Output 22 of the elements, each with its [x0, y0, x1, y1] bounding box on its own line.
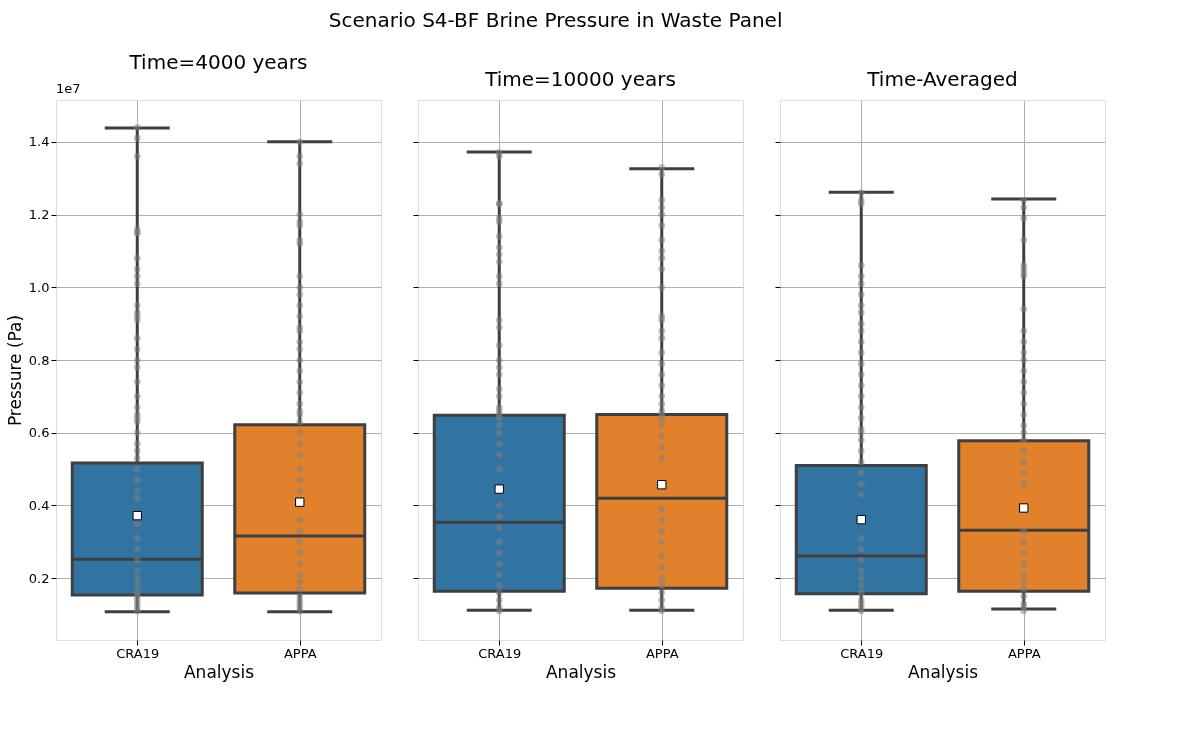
chart-title: Time=4000 years	[128, 50, 308, 74]
x-tick-label: APPA	[645, 645, 679, 661]
y-axis-title: Pressure (Pa)	[4, 314, 25, 427]
x-tick-label: CRA19	[116, 645, 160, 661]
y-tick-label: 1.0	[28, 279, 50, 295]
text: 1e7	[56, 81, 81, 96]
x-tick-label: CRA19	[478, 645, 522, 661]
x-tick-label: APPA	[1007, 645, 1041, 661]
x-tick-label: APPA	[283, 645, 317, 661]
y-tick-label: 0.4	[28, 497, 50, 513]
y-tick-label: 0.2	[28, 570, 50, 586]
y-tick-label: 1.4	[28, 134, 50, 150]
text: Scenario S4-BF Brine Pressure in Waste Panel	[328, 7, 783, 32]
y-tick-label: 0.8	[28, 352, 50, 368]
chart-title: Time-Averaged	[866, 67, 1018, 91]
y-tick-label: 1.2	[28, 207, 50, 223]
x-axis-title: Analysis	[545, 661, 617, 682]
x-tick-label: CRA19	[840, 645, 884, 661]
y-tick-label: 0.6	[28, 425, 50, 441]
x-axis-title: Analysis	[183, 661, 255, 682]
x-axis-title: Analysis	[907, 661, 979, 682]
chart-title: Time=10000 years	[484, 67, 676, 91]
